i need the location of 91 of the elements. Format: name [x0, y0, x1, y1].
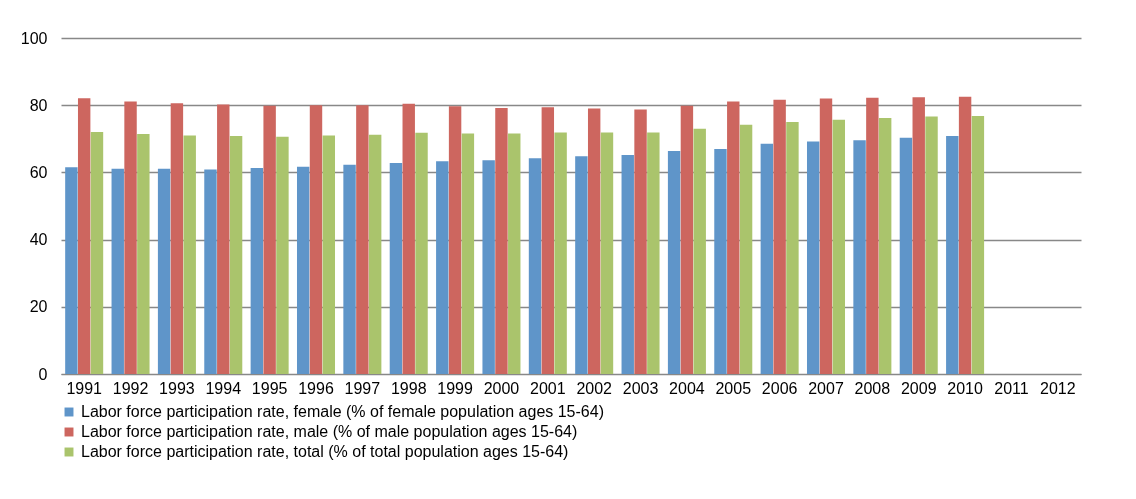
bar	[77, 98, 91, 374]
bar	[448, 106, 462, 374]
x-tick-label: 2005	[715, 379, 752, 397]
bar	[773, 99, 786, 374]
x-tick-label: 1991	[66, 379, 103, 397]
y-tick-label: 60	[29, 163, 48, 181]
bar	[575, 156, 588, 374]
bar	[693, 128, 706, 374]
x-tick-label: 2002	[576, 379, 613, 397]
bar	[368, 134, 382, 374]
legend-label: Labor force participation rate, female (% of female population ages 15-64)	[81, 403, 604, 420]
y-tick-label: 80	[29, 96, 48, 114]
bar	[912, 97, 925, 374]
bar	[760, 143, 774, 374]
bar	[402, 103, 415, 374]
bar	[65, 167, 78, 374]
bar	[680, 105, 694, 374]
x-tick-label: 2000	[483, 379, 520, 397]
bar	[786, 122, 799, 374]
bar	[124, 101, 137, 374]
bar	[600, 132, 614, 374]
x-tick-label: 2008	[854, 379, 891, 397]
bar	[170, 103, 184, 374]
bar	[356, 105, 369, 374]
bar	[217, 104, 230, 374]
bar	[819, 98, 833, 374]
bar	[276, 136, 289, 374]
x-tick-label: 1997	[344, 379, 381, 397]
y-tick-label: 40	[29, 231, 48, 249]
bar	[343, 164, 356, 374]
bar	[971, 115, 985, 374]
x-tick-label: 1994	[205, 379, 242, 397]
legend-label: Labor force participation rate, male (% of male population ages 15-64)	[81, 423, 578, 440]
bar	[866, 97, 879, 374]
bar	[621, 154, 634, 374]
bar	[137, 134, 150, 374]
bar	[204, 169, 217, 374]
x-tick-label: 2011	[994, 379, 1029, 397]
bar	[554, 132, 567, 374]
x-tick-label: 1993	[159, 379, 195, 397]
bar	[878, 117, 892, 374]
bar	[528, 158, 542, 374]
bar	[853, 140, 866, 374]
bar	[541, 107, 555, 374]
bar	[647, 132, 660, 374]
bar	[925, 116, 938, 374]
bar	[415, 132, 428, 374]
y-tick-label: 0	[38, 365, 48, 383]
x-tick-label: 2012	[1040, 379, 1076, 397]
bar	[495, 107, 508, 374]
bar	[946, 136, 959, 374]
bar	[634, 109, 647, 374]
y-tick-label: 100	[20, 29, 48, 47]
x-tick-label: 2004	[669, 379, 705, 397]
bar	[727, 101, 740, 374]
bar	[229, 136, 243, 374]
bar	[739, 124, 753, 374]
x-tick-label: 1999	[437, 379, 473, 397]
x-tick-label: 1998	[390, 379, 427, 397]
bar	[482, 160, 495, 374]
bar	[587, 108, 601, 374]
legend-label: Labor force participation rate, total (% of total population ages 15-64)	[81, 443, 569, 460]
bar	[389, 162, 403, 374]
x-tick-label: 2001	[530, 379, 566, 397]
bar	[111, 168, 124, 374]
bar	[183, 135, 196, 374]
bar	[296, 166, 310, 374]
bar	[806, 141, 820, 374]
bar	[714, 148, 727, 374]
bar	[958, 96, 972, 374]
x-tick-label: 2006	[761, 379, 798, 397]
bar	[157, 168, 171, 374]
bar	[309, 105, 323, 374]
y-tick-label: 20	[29, 298, 48, 316]
x-tick-label: 2007	[808, 379, 844, 397]
bar	[250, 168, 264, 374]
bar	[322, 135, 336, 374]
bar	[832, 119, 846, 374]
bar	[508, 133, 521, 374]
bar	[667, 150, 681, 374]
x-tick-label: 1996	[298, 379, 334, 397]
x-tick-label: 2009	[900, 379, 937, 397]
x-tick-label: 1992	[112, 379, 149, 397]
bar	[899, 137, 913, 374]
bar	[263, 105, 276, 374]
x-tick-label: 2003	[622, 379, 659, 397]
x-tick-label: 1995	[251, 379, 288, 397]
bar	[461, 133, 475, 374]
bar	[436, 161, 449, 374]
bar	[90, 132, 104, 374]
x-tick-label: 2010	[947, 379, 983, 397]
